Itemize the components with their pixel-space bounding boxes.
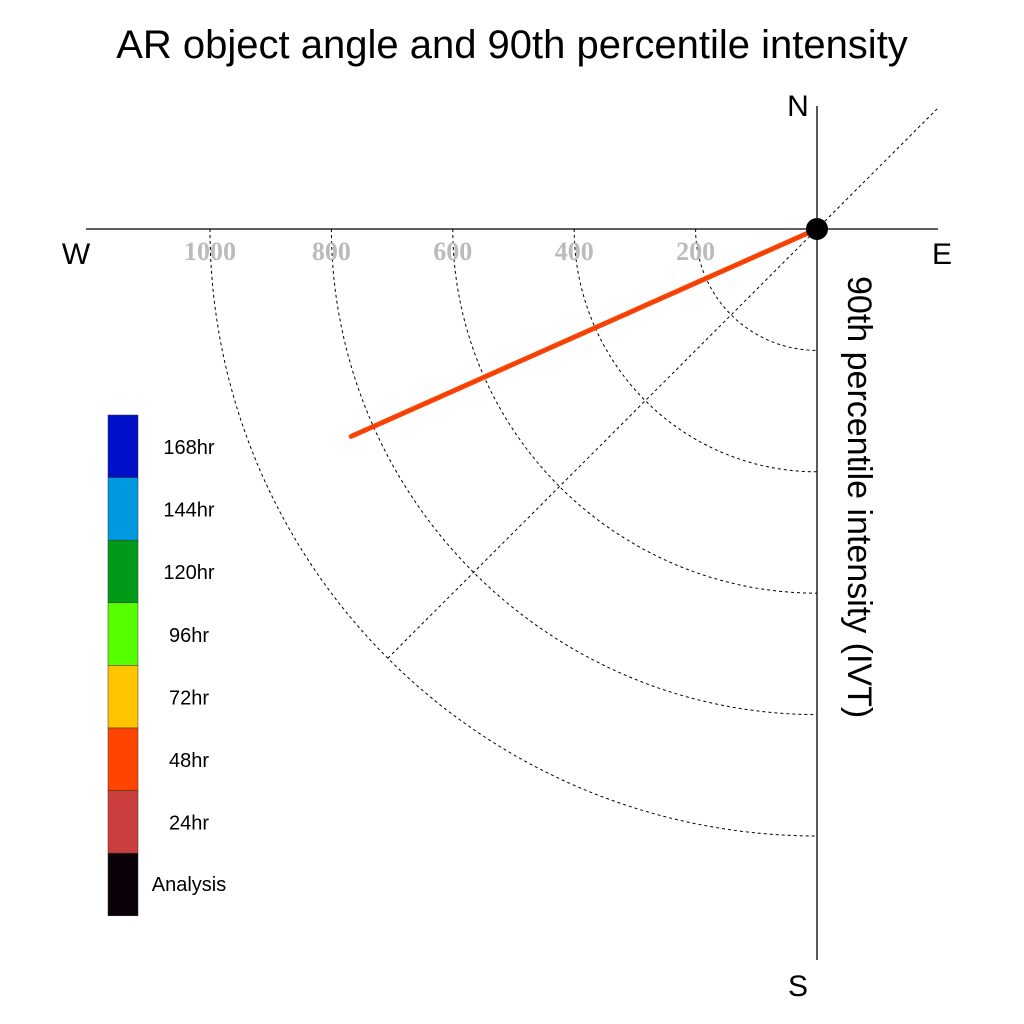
legend-swatch	[107, 477, 139, 541]
radial-tick-label: 400	[555, 237, 594, 266]
legend-label: 24hr	[169, 813, 209, 835]
radial-tick-label: 1000	[184, 237, 236, 266]
legend-label: 72hr	[169, 687, 209, 709]
south-label: S	[788, 970, 808, 1003]
grid-arc	[330, 228, 818, 716]
radial-tick-label: 800	[312, 237, 351, 266]
legend-label: Analysis	[152, 874, 226, 896]
legend-swatch	[107, 727, 139, 791]
grid-arc	[573, 228, 818, 473]
legend-label: 48hr	[169, 750, 209, 772]
series	[348, 226, 820, 439]
grid-arc	[695, 228, 818, 351]
legend-swatch	[107, 539, 139, 604]
legend-label: 144hr	[163, 500, 214, 522]
grid-arc	[209, 228, 818, 837]
legend-swatch	[107, 414, 139, 478]
west-label: W	[62, 238, 91, 271]
east-label: E	[932, 238, 952, 271]
grid	[209, 107, 939, 837]
series-line-edge	[350, 228, 818, 437]
legend-swatch	[107, 665, 139, 729]
grid-diagonal	[387, 107, 939, 659]
legend-swatch	[107, 790, 139, 854]
chart-title: AR object angle and 90th percentile inte…	[116, 23, 908, 67]
legend-label: 168hr	[163, 437, 214, 459]
radial-tick-label: 200	[676, 237, 715, 266]
north-label: N	[787, 90, 809, 123]
y-axis-label: 90th percentile intensity (IVT)	[840, 276, 878, 718]
origin-marker	[806, 218, 828, 240]
radial-tick-label: 600	[433, 237, 472, 266]
legend-label: 96hr	[169, 625, 209, 647]
legend: 168hr 144hr 120hr 96hr 72hr 48hr 24hr Analysis	[107, 414, 226, 917]
legend-swatch	[107, 602, 139, 666]
legend-swatch	[107, 852, 139, 917]
grid-arc	[452, 228, 818, 594]
radial-tick-labels: 1000 800 600 400 200	[184, 237, 715, 266]
legend-label: 120hr	[163, 562, 214, 584]
